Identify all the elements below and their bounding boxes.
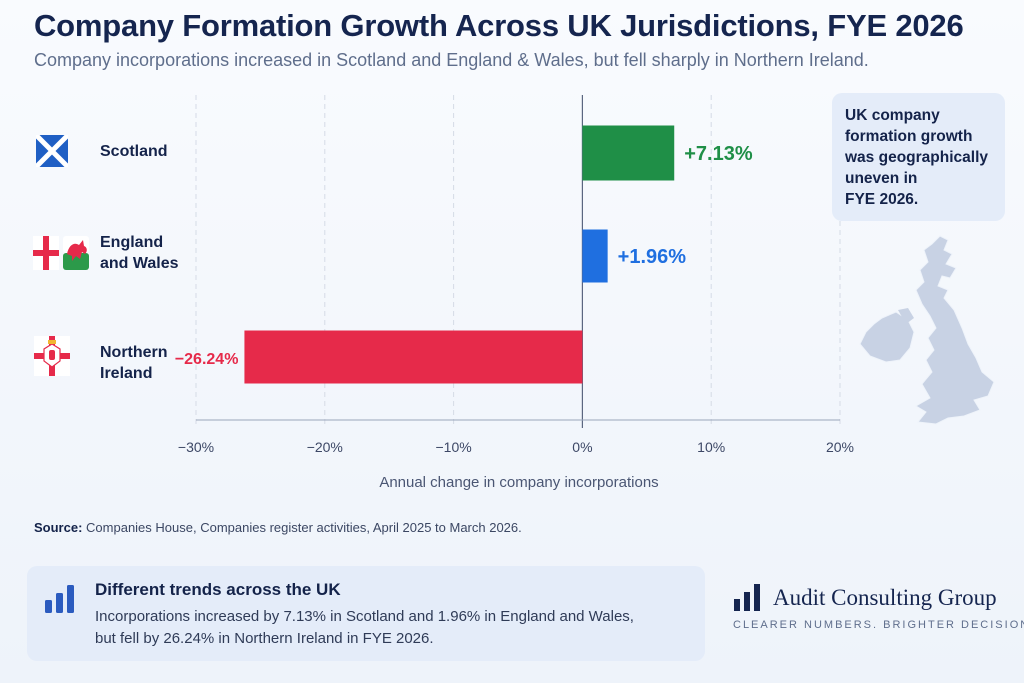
source-note: Source: Companies House, Companies regis… (34, 520, 522, 535)
x-tick-label: 20% (826, 439, 854, 455)
scotland-flag-icon (36, 135, 68, 167)
category-label-line: Northern (100, 344, 168, 361)
bar-2 (244, 330, 583, 384)
x-tick-label: −20% (307, 439, 343, 455)
category-label-northern-ireland: Northern Ireland (100, 342, 168, 384)
callout-body-line: Incorporations increased by 7.13% in Sco… (95, 608, 634, 625)
uk-map-icon (859, 235, 995, 425)
page-subtitle: Company incorporations increased in Scot… (34, 50, 869, 70)
takeaway-line: was geographically (845, 149, 988, 166)
page-title: Company Formation Growth Across UK Juris… (34, 8, 964, 43)
source-label: Source: (34, 520, 83, 535)
callout-body: Incorporations increased by 7.13% in Sco… (95, 606, 695, 650)
brand-bars-icon (734, 584, 760, 611)
takeaway-box: UK company formation growth was geograph… (832, 93, 1005, 221)
category-label-england-wales: England and Wales (100, 232, 179, 274)
callout-box: Different trends across the UK Incorpora… (27, 566, 705, 661)
x-tick-label: −30% (178, 439, 214, 455)
x-axis-label: Annual change in company incorporations (379, 474, 658, 491)
category-label-line: Scotland (100, 143, 168, 160)
data-label-1: +1.96% (618, 246, 687, 268)
x-tick-label: −10% (435, 439, 471, 455)
bar-chart: −30% −20% −10% 0% 10% 20% Annual change in com… (175, 95, 854, 491)
bar-0 (582, 125, 675, 181)
data-label-0: +7.13% (684, 143, 753, 165)
england-wales-flags-icon (33, 236, 89, 270)
category-label-line: and Wales (100, 255, 179, 272)
takeaway-line: UK company (845, 107, 940, 124)
callout-body-line: but fell by 26.24% in Northern Ireland i… (95, 630, 434, 647)
category-label-scotland: Scotland (100, 141, 168, 162)
bar-1 (582, 229, 608, 283)
northern-ireland-flag-icon (34, 336, 70, 376)
takeaway-line: FYE 2026. (845, 191, 919, 208)
takeaway-line: formation growth (845, 128, 973, 145)
data-label-2: −26.24% (175, 351, 239, 368)
category-label-line: England (100, 234, 164, 251)
callout-title: Different trends across the UK (95, 580, 341, 599)
category-label-line: Ireland (100, 365, 153, 382)
x-tick-label: 0% (572, 439, 592, 455)
bar-chart-icon (45, 585, 74, 613)
brand-name: Audit Consulting Group (773, 585, 997, 610)
takeaway-line: uneven in (845, 170, 918, 187)
brand-tagline: CLEARER NUMBERS. BRIGHTER DECISIONS. (733, 619, 1024, 631)
x-tick-label: 10% (697, 439, 725, 455)
source-text: Companies House, Companies register acti… (86, 520, 522, 535)
